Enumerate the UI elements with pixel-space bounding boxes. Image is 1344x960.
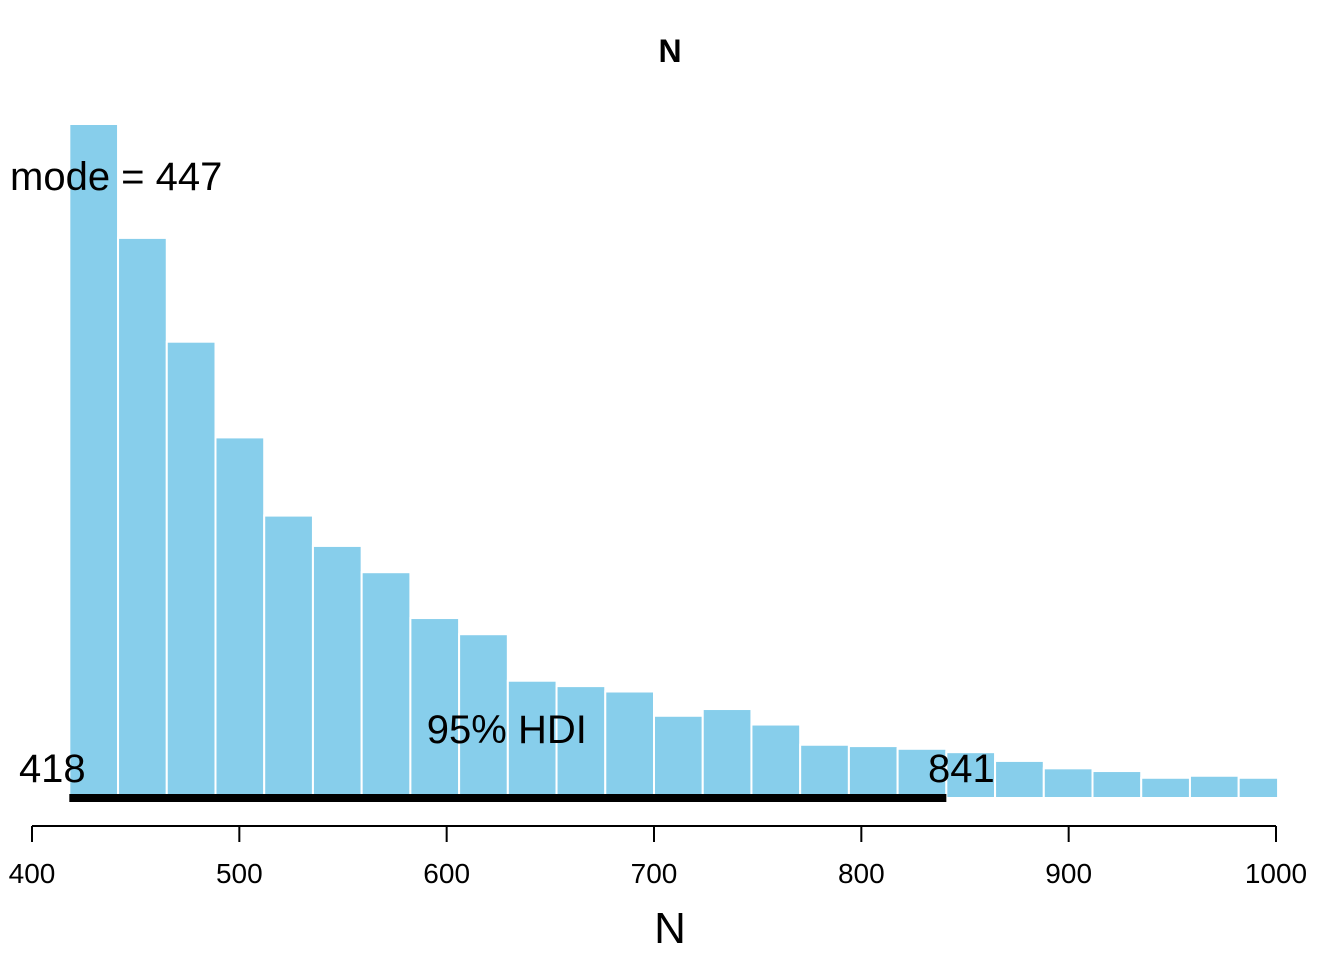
x-axis: 400 500 600 700 800 900 1000	[9, 825, 1307, 889]
histogram-bar	[263, 514, 314, 799]
histogram-bar	[653, 714, 704, 799]
histogram-bar	[409, 617, 461, 799]
x-tick-label: 400	[9, 858, 56, 889]
hdi-high-label: 841	[928, 747, 995, 791]
histogram-bar	[117, 236, 168, 799]
histogram-bar	[165, 340, 217, 799]
mode-label: mode = 447	[10, 155, 222, 199]
histogram-bar	[1237, 776, 1280, 800]
x-tick-label: 1000	[1245, 858, 1307, 889]
x-tick-label: 800	[838, 858, 885, 889]
hdi-low-label: 418	[19, 747, 86, 791]
chart-title: N	[658, 33, 681, 69]
x-tick-label: 500	[216, 858, 263, 889]
histogram-bar	[701, 708, 753, 799]
histogram-bar	[847, 745, 899, 799]
histogram-bar	[311, 544, 363, 800]
histogram-bars	[68, 123, 1280, 800]
histogram-bar	[1091, 770, 1143, 799]
histogram-bar	[458, 633, 509, 800]
histogram-bar	[1140, 776, 1191, 800]
x-tick-label: 700	[631, 858, 678, 889]
x-tick-label: 900	[1045, 858, 1092, 889]
histogram-bar	[604, 690, 656, 799]
histogram-bar	[994, 759, 1045, 799]
histogram-bar	[68, 123, 120, 799]
histogram-bar	[1188, 774, 1240, 799]
histogram-bar	[214, 436, 266, 799]
histogram-bar	[799, 743, 850, 800]
histogram-bar	[750, 723, 802, 799]
histogram-bar	[1042, 767, 1094, 799]
hdi-label: 95% HDI	[427, 708, 587, 752]
histogram-bar	[360, 571, 412, 800]
histogram-bar	[945, 751, 997, 800]
x-axis-label: N	[654, 904, 686, 953]
x-tick-label: 600	[423, 858, 470, 889]
